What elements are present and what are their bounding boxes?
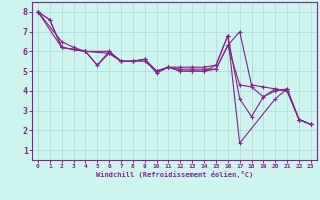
X-axis label: Windchill (Refroidissement éolien,°C): Windchill (Refroidissement éolien,°C) [96,171,253,178]
